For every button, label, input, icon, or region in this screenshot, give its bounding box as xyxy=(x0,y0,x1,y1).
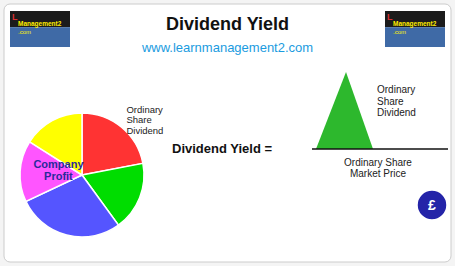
background xyxy=(4,4,451,262)
pound-circle xyxy=(417,190,447,220)
subtitle: www.learnmanagement2.com xyxy=(141,40,313,55)
title: Dividend Yield xyxy=(166,14,289,34)
numerator-label: OrdinaryShareDividend xyxy=(377,84,416,118)
fraction-line xyxy=(312,148,448,150)
logo-top xyxy=(385,11,445,27)
logo-bottom xyxy=(10,27,70,47)
chart: LManagement2.com LManagement2.com Dividend… xyxy=(0,0,455,266)
pie-label: OrdinaryShareDividend xyxy=(126,104,163,137)
logo-text: .com xyxy=(393,29,406,35)
triangle xyxy=(316,72,373,149)
logo: LManagement2.com xyxy=(385,11,445,47)
logo-top xyxy=(10,11,70,27)
denominator-label: Ordinary ShareMarket Price xyxy=(344,157,412,180)
pound-symbol: £ xyxy=(428,197,436,213)
logo-bottom xyxy=(385,27,445,47)
pie xyxy=(20,113,144,237)
logo-text: Management2 xyxy=(18,20,62,28)
formula-text: Dividend Yield = xyxy=(172,141,272,156)
logo-text: Management2 xyxy=(393,20,437,28)
logo: LManagement2.com xyxy=(10,11,70,47)
pie-label: CompanyProfit xyxy=(33,158,84,183)
logo-text: .com xyxy=(18,29,31,35)
